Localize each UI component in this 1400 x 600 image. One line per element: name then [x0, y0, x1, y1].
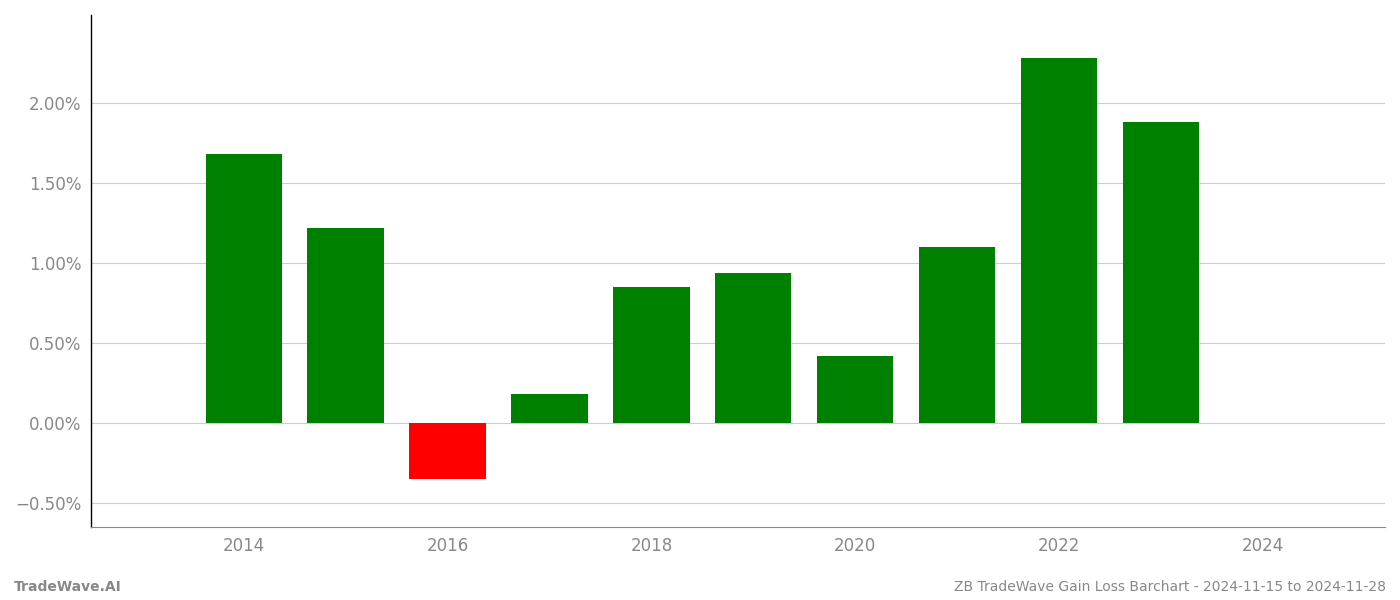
Bar: [1021, 58, 1098, 423]
Bar: [918, 247, 995, 423]
Bar: [511, 394, 588, 423]
Bar: [308, 228, 384, 423]
Bar: [1123, 122, 1198, 423]
Bar: [715, 273, 791, 423]
Bar: [206, 154, 281, 423]
Bar: [818, 356, 893, 423]
Text: ZB TradeWave Gain Loss Barchart - 2024-11-15 to 2024-11-28: ZB TradeWave Gain Loss Barchart - 2024-1…: [953, 580, 1386, 594]
Bar: [613, 287, 690, 423]
Text: TradeWave.AI: TradeWave.AI: [14, 580, 122, 594]
Bar: [409, 423, 486, 479]
